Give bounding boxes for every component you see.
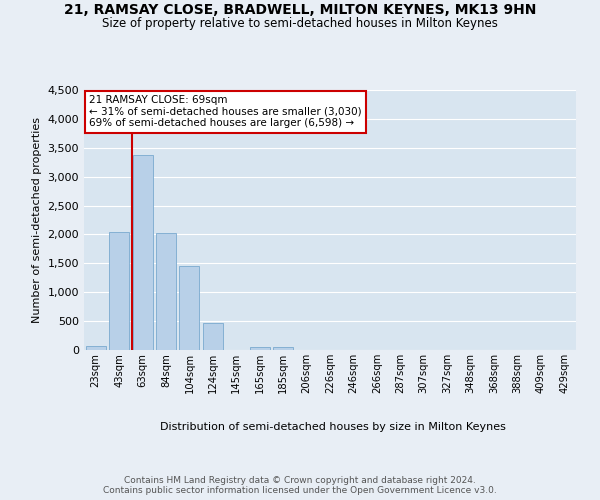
Bar	[156, 234, 176, 350]
Bar	[86, 346, 106, 350]
Text: Size of property relative to semi-detached houses in Milton Keynes: Size of property relative to semi-detach…	[102, 18, 498, 30]
Text: 21, RAMSAY CLOSE, BRADWELL, MILTON KEYNES, MK13 9HN: 21, RAMSAY CLOSE, BRADWELL, MILTON KEYNE…	[64, 2, 536, 16]
Text: Distribution of semi-detached houses by size in Milton Keynes: Distribution of semi-detached houses by …	[160, 422, 506, 432]
Bar	[273, 347, 293, 350]
Text: Contains public sector information licensed under the Open Government Licence v3: Contains public sector information licen…	[103, 486, 497, 495]
Y-axis label: Number of semi-detached properties: Number of semi-detached properties	[32, 117, 42, 323]
Text: Contains HM Land Registry data © Crown copyright and database right 2024.: Contains HM Land Registry data © Crown c…	[124, 476, 476, 485]
Bar	[250, 347, 269, 350]
Bar	[203, 323, 223, 350]
Text: 21 RAMSAY CLOSE: 69sqm
← 31% of semi-detached houses are smaller (3,030)
69% of : 21 RAMSAY CLOSE: 69sqm ← 31% of semi-det…	[89, 95, 362, 128]
Bar	[133, 154, 152, 350]
Bar	[179, 266, 199, 350]
Bar	[109, 232, 129, 350]
